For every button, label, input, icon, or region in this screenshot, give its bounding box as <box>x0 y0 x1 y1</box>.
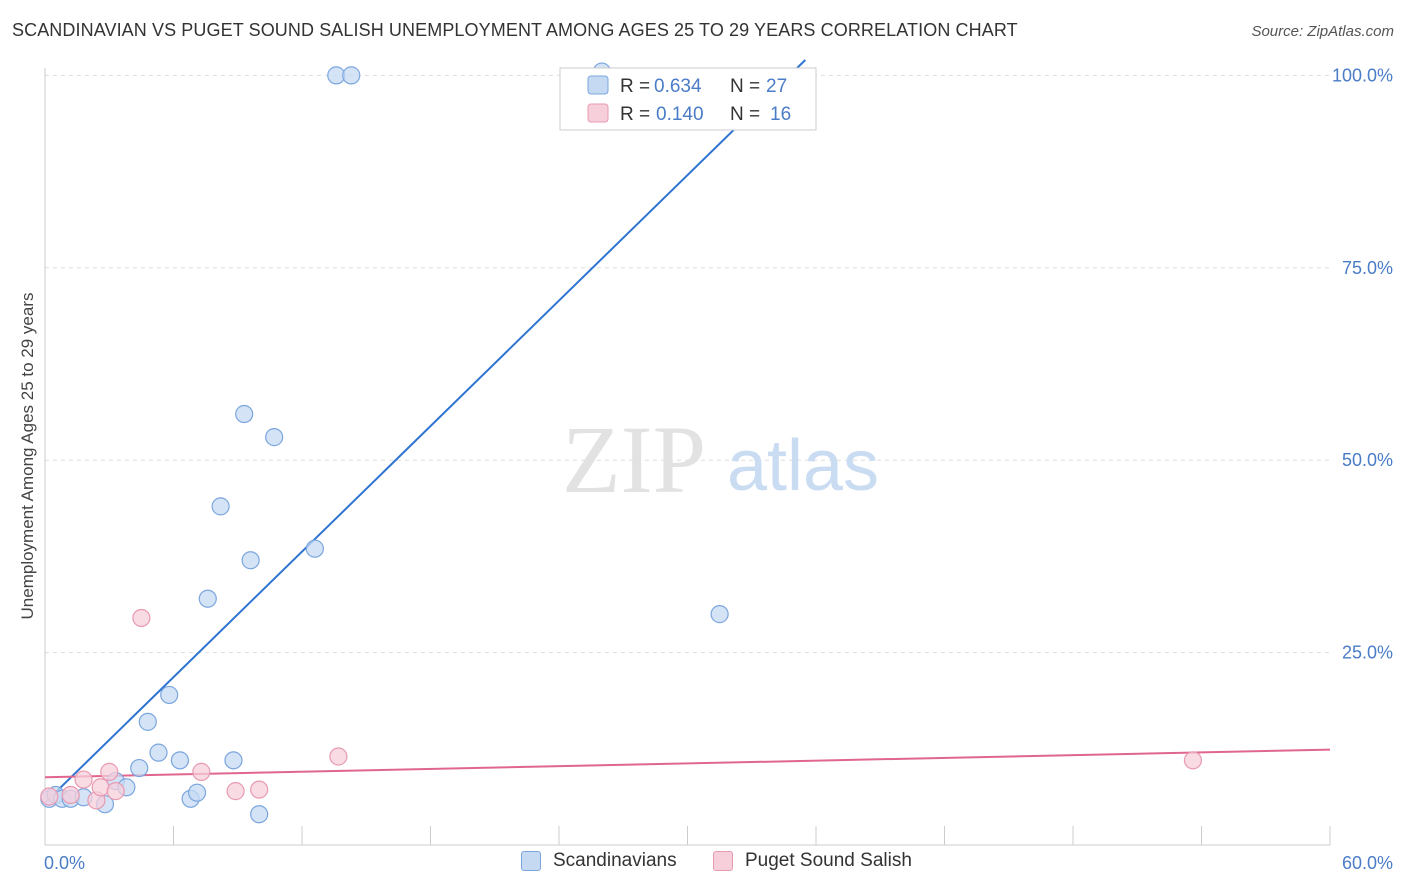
data-point-scandinavians <box>211 497 230 516</box>
legend-r-label-2: R = <box>620 104 650 125</box>
data-point-scandinavians <box>138 712 157 731</box>
legend-swatch-pink <box>713 851 733 871</box>
data-point-scandinavians <box>305 539 324 558</box>
data-point-scandinavians <box>130 758 149 778</box>
y-tick-label: 100.0% <box>1332 65 1393 85</box>
data-point-scandinavians <box>224 751 243 770</box>
y-tick-label: 50.0% <box>1342 450 1393 470</box>
legend-label-scandinavians: Scandinavians <box>553 850 677 871</box>
data-point-scandinavians <box>710 605 729 624</box>
data-point-scandinavians <box>235 404 254 424</box>
data-point-scandinavians <box>160 685 179 705</box>
axis-layer: 25.0% 50.0% 75.0% 100.0% 0.0% 60.0% <box>44 65 1393 873</box>
trend-lines <box>44 59 1331 804</box>
source-credit: Source: ZipAtlas.com <box>1251 23 1394 40</box>
watermark: ZIP atlas <box>562 406 879 513</box>
data-point-puget-sound-salish <box>250 780 269 799</box>
data-point-puget-sound-salish <box>91 778 110 797</box>
legend-r-label-1: R = <box>620 76 650 97</box>
legend-n-value-2: 16 <box>770 104 791 125</box>
data-point-puget-sound-salish <box>1183 751 1203 770</box>
legend-label-puget-sound-salish: Puget Sound Salish <box>745 850 912 871</box>
data-point-scandinavians <box>250 805 269 824</box>
legend-swatch-puget-sound-salish <box>587 103 609 123</box>
data-point-scandinavians <box>149 743 168 762</box>
data-point-scandinavians <box>187 783 207 802</box>
y-tick-label: 75.0% <box>1342 258 1393 278</box>
stats-legend: R = 0.634 N = 27 R = 0.140 N = 16 <box>559 67 817 131</box>
legend-n-label-2: N = <box>730 104 760 125</box>
legend-r-value-2: 0.140 <box>656 104 704 125</box>
legend-item-puget-sound-salish: Puget Sound Salish <box>713 850 912 872</box>
trend-line-puget-sound-salish <box>44 748 1331 779</box>
data-points <box>40 62 1203 824</box>
x-tick-label-max: 60.0% <box>1342 853 1393 873</box>
legend-n-label-1: N = <box>730 76 760 97</box>
data-point-scandinavians <box>170 751 190 770</box>
data-point-puget-sound-salish <box>329 747 348 766</box>
data-point-puget-sound-salish <box>106 782 125 801</box>
watermark-zip: ZIP <box>562 406 706 513</box>
data-point-puget-sound-salish <box>74 770 93 789</box>
data-point-puget-sound-salish <box>192 762 211 781</box>
watermark-atlas: atlas <box>727 426 879 506</box>
data-point-puget-sound-salish <box>100 762 119 781</box>
legend-n-value-1: 27 <box>766 76 787 97</box>
trend-line-scandinavians <box>44 59 806 804</box>
legend-r-value-1: 0.634 <box>654 76 702 97</box>
data-point-scandinavians <box>198 589 217 608</box>
series-legend: Scandinavians Puget Sound Salish <box>0 850 1406 880</box>
chart-title: SCANDINAVIAN VS PUGET SOUND SALISH UNEMP… <box>12 20 1018 40</box>
data-point-scandinavians <box>241 551 260 570</box>
data-point-puget-sound-salish <box>40 787 59 806</box>
legend-swatch-blue <box>521 851 541 871</box>
y-tick-label: 25.0% <box>1342 643 1393 663</box>
data-point-puget-sound-salish <box>132 608 151 628</box>
data-point-scandinavians <box>342 66 361 85</box>
data-point-scandinavians <box>265 428 284 447</box>
x-tick-label-min: 0.0% <box>44 853 85 873</box>
data-point-puget-sound-salish <box>61 785 80 805</box>
legend-item-scandinavians: Scandinavians <box>521 850 677 872</box>
legend-swatch-scandinavians <box>587 75 609 95</box>
grid-layer <box>45 74 1330 654</box>
data-point-puget-sound-salish <box>226 782 245 801</box>
